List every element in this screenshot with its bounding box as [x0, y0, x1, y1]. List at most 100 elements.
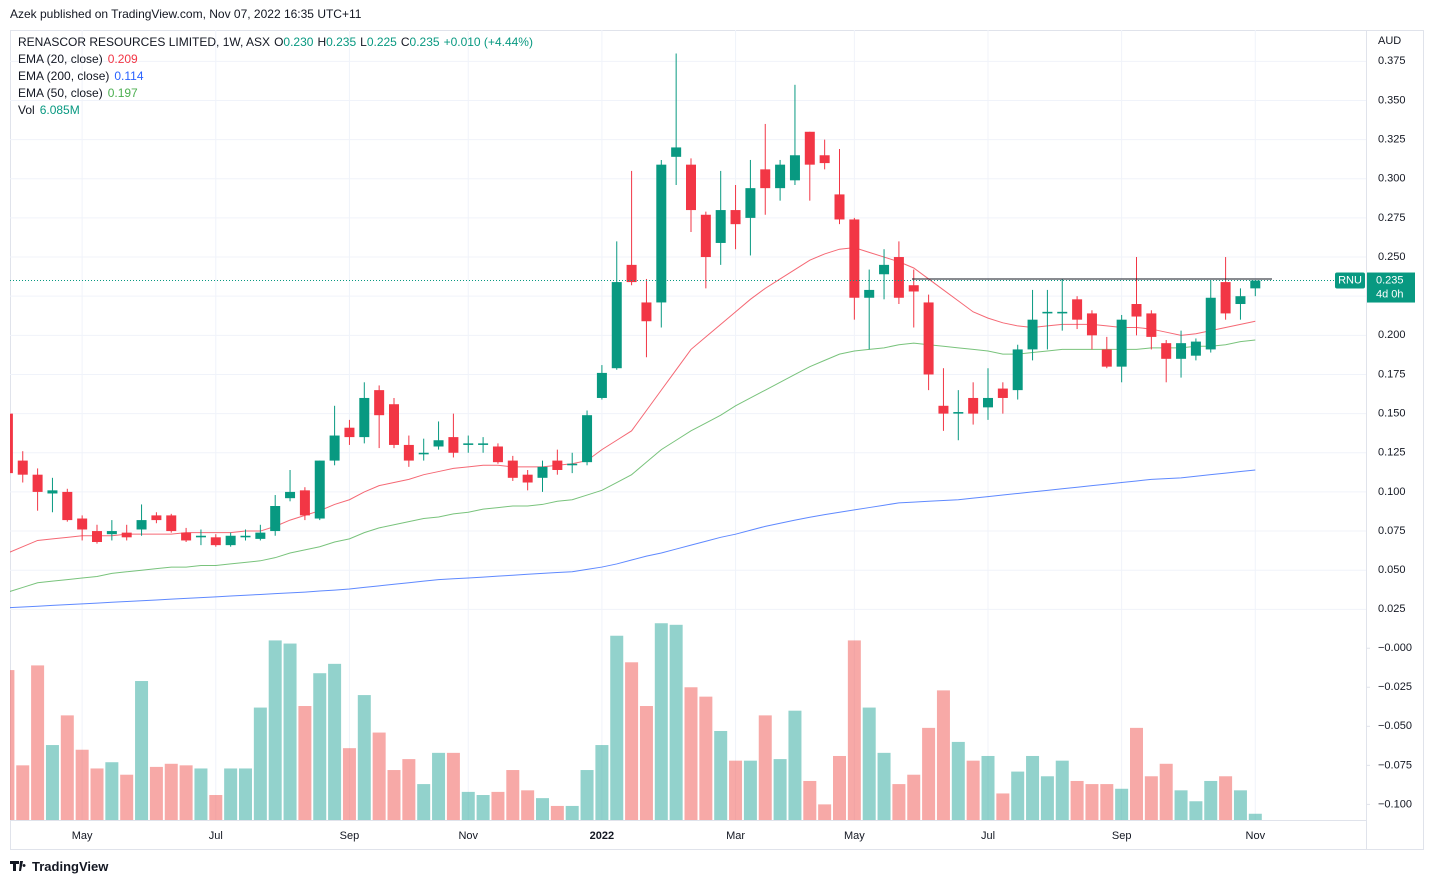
candle-body	[879, 264, 890, 275]
volume-bar	[357, 695, 371, 820]
candle-body	[968, 397, 979, 414]
volume-bar	[847, 640, 861, 820]
volume-bar	[461, 791, 475, 820]
ohlc-key: H	[317, 35, 327, 49]
volume-bar	[16, 765, 30, 820]
legend: RENASCOR RESOURCES LIMITED, 1W, ASX O0.23…	[18, 34, 533, 119]
volume-bar	[669, 624, 683, 820]
volume-bar	[714, 730, 728, 820]
volume-bar	[550, 805, 564, 820]
candle-body	[626, 264, 637, 283]
candle-body	[1042, 311, 1053, 314]
footer-brand: TradingView	[32, 859, 109, 874]
y-tick-label: 0.125	[1378, 447, 1406, 459]
volume-bar	[90, 768, 104, 820]
candle-body	[10, 413, 13, 474]
candle-body	[106, 531, 117, 535]
volume-bar	[491, 791, 505, 820]
ohlc-value: 0.225	[366, 35, 397, 49]
volume-bar	[1011, 771, 1025, 820]
y-tick-label: −0.075	[1378, 759, 1412, 771]
volume-bar	[164, 763, 178, 820]
candle-body	[730, 210, 741, 225]
volume-bar	[1219, 776, 1233, 820]
ohlc-value: 0.230	[283, 35, 314, 49]
volume-bar	[833, 755, 846, 820]
symbol-label: RNU	[1338, 274, 1362, 286]
candle-body	[953, 412, 964, 414]
y-tick-label: 0.050	[1378, 564, 1406, 576]
candle-body	[389, 404, 399, 445]
volume-bar	[283, 643, 297, 820]
candle-body	[314, 460, 325, 519]
candle-body	[656, 164, 667, 303]
y-tick-label: 0.375	[1378, 55, 1406, 67]
candle-body	[285, 491, 296, 499]
volume-bar	[417, 784, 431, 820]
volume-bar	[105, 762, 119, 820]
candle-body	[1176, 343, 1187, 359]
volume-bar	[610, 635, 624, 820]
candle-body	[552, 460, 563, 470]
volume-bar	[1233, 790, 1247, 820]
volume-bar	[536, 798, 549, 820]
volume-bar	[699, 696, 713, 820]
x-tick-label: Jul	[981, 830, 995, 842]
frame	[10, 30, 1424, 850]
candle-body	[47, 490, 58, 494]
candle-body	[77, 518, 88, 530]
candle-body	[671, 147, 682, 157]
legend-row: Vol 6.085M	[18, 102, 533, 119]
candle-body	[686, 164, 696, 211]
y-tick-label: 0.300	[1378, 173, 1406, 185]
ohlc-key: O	[274, 35, 284, 49]
volume-bar	[239, 768, 252, 820]
candle-body	[255, 532, 266, 539]
candle-body	[359, 397, 370, 438]
candle-body	[240, 535, 251, 538]
ema-line	[10, 247, 1256, 553]
candle-body	[1161, 343, 1172, 359]
price-label: 0.235	[1376, 274, 1404, 286]
candle-body	[344, 427, 355, 438]
y-tick-label: 0.350	[1378, 94, 1406, 106]
legend-row: EMA (20, close) 0.209	[18, 51, 533, 68]
candle-body	[997, 388, 1008, 398]
x-tick-label: Sep	[1112, 830, 1132, 842]
candle-body	[478, 443, 489, 445]
candle-body	[225, 535, 236, 546]
volume-bar	[803, 780, 817, 820]
legend-row: EMA (200, close) 0.114	[18, 68, 533, 85]
volume-bar	[981, 755, 995, 820]
x-tick-label: Nov	[458, 830, 478, 842]
volume-bar	[1130, 727, 1143, 820]
candle-body	[1235, 296, 1246, 305]
volume-bar	[476, 795, 490, 820]
candle-body	[611, 282, 622, 369]
y-tick-label: 0.175	[1378, 368, 1406, 380]
candle-body	[374, 390, 385, 416]
ohlc-key: C	[400, 35, 410, 49]
volume-bar	[1055, 760, 1069, 820]
ema-line	[10, 469, 1256, 609]
volume-bar	[45, 745, 59, 820]
volume-bar	[1026, 755, 1040, 820]
volume-bar	[372, 732, 386, 820]
volume-bar	[625, 662, 639, 820]
volume-bar	[31, 665, 45, 820]
change-value: +0.010 (+4.44%)	[443, 35, 533, 49]
volume-bar	[1115, 788, 1129, 820]
candle-body	[1012, 349, 1023, 391]
candle-body	[1250, 280, 1261, 289]
y-tick-label: 0.325	[1378, 134, 1406, 146]
volume-bar	[135, 681, 149, 820]
y-tick-label: 0.200	[1378, 329, 1406, 341]
candle-body	[299, 490, 310, 516]
candle-body	[403, 444, 414, 461]
candle-body	[1220, 282, 1231, 314]
x-tick-label: May	[844, 830, 865, 842]
candle-body	[596, 372, 607, 398]
candle-body	[151, 515, 162, 521]
y-tick-label: 0.275	[1378, 212, 1406, 224]
legend-name: EMA (20, close)	[18, 52, 103, 66]
